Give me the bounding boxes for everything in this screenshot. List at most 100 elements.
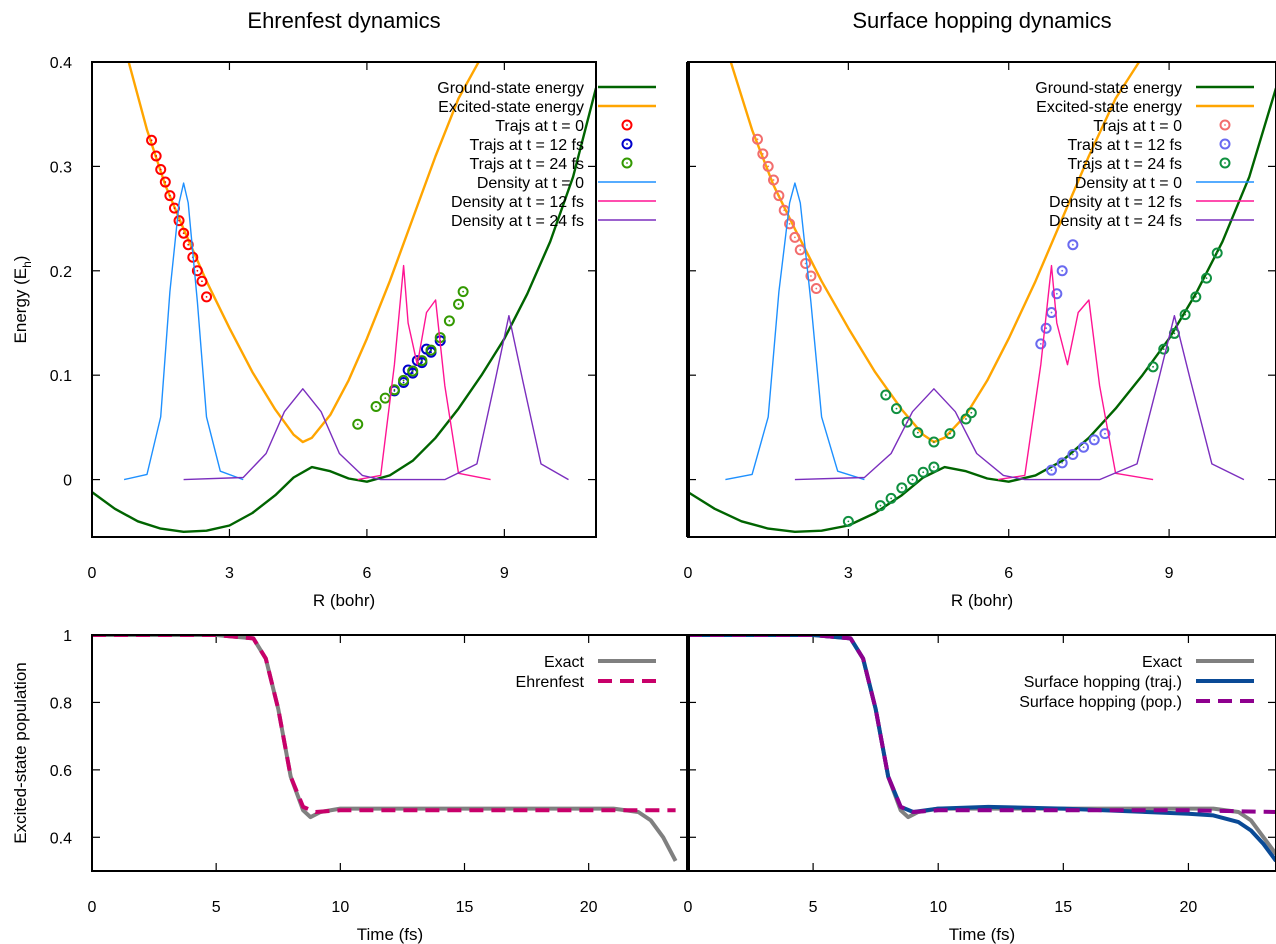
- data-point-center: [1093, 439, 1096, 441]
- x-tick-label: 6: [1004, 565, 1013, 582]
- data-point: [928, 436, 940, 448]
- legend-label: Excited-state energy: [1036, 99, 1182, 116]
- legend-marker: [621, 138, 633, 150]
- legend-marker: [1219, 157, 1231, 169]
- data-point-center: [375, 405, 377, 408]
- data-point-center: [1184, 313, 1187, 316]
- x-axis-label: R (bohr): [951, 591, 1013, 610]
- data-point-center: [916, 431, 919, 434]
- panel-ehrenfest-population: 0 5 10 15 20 0.4 0.6 0.8 1 Exact Ehrenfest Time (fs…: [11, 628, 689, 944]
- data-point-center: [788, 222, 791, 225]
- data-point-center: [761, 152, 764, 155]
- series-exact-line: [92, 635, 678, 862]
- data-point-center: [402, 381, 405, 384]
- x-tick-label: 3: [844, 565, 853, 582]
- data-point: [1035, 338, 1047, 350]
- series-trajs-at-t-12-fs: [1035, 239, 1111, 476]
- data-point-center: [965, 418, 967, 420]
- series-density-at-t-24-fs-line: [183, 315, 569, 481]
- series-density-at-t-0-line: [123, 182, 244, 481]
- data-point-center: [150, 139, 153, 142]
- data-point-center: [932, 441, 935, 443]
- data-point: [398, 374, 410, 386]
- legend-label: Density at t = 24 fs: [451, 213, 584, 230]
- legend-marker: [1219, 119, 1231, 131]
- tick-marks: [687, 61, 1276, 537]
- data-point-center: [884, 394, 887, 396]
- legend-label: Density at t = 12 fs: [451, 194, 584, 211]
- legend-marker-center: [1224, 143, 1226, 145]
- legend-marker-center: [626, 143, 628, 145]
- data-point-center: [772, 179, 775, 181]
- data-point-center: [900, 487, 903, 489]
- data-point: [457, 286, 469, 298]
- data-point: [1040, 322, 1052, 334]
- data-point: [370, 401, 382, 413]
- data-point-center: [420, 359, 423, 362]
- y-tick-label: 1: [63, 628, 72, 645]
- data-point: [917, 466, 929, 478]
- data-point-center: [187, 243, 190, 246]
- x-tick-label: 20: [580, 899, 598, 916]
- legend-label: Density at t = 12 fs: [1049, 194, 1182, 211]
- data-point: [1056, 457, 1068, 469]
- legend-label: Density at t = 0: [1075, 175, 1182, 192]
- data-point-center: [810, 275, 812, 277]
- legend-marker-center: [1224, 124, 1226, 126]
- data-point: [420, 343, 432, 355]
- plot-frame: [91, 61, 597, 538]
- data-point: [352, 418, 364, 430]
- series-surface-hopping-pop-line: [688, 635, 1276, 814]
- plot-frame: [687, 634, 1276, 872]
- x-tick-label: 15: [1054, 899, 1072, 916]
- data-point-center: [922, 471, 925, 474]
- legend-label: Ground-state energy: [1035, 80, 1182, 97]
- data-point: [1078, 441, 1090, 453]
- data-point: [1056, 265, 1068, 277]
- data-point-center: [402, 379, 405, 382]
- y-axis-label-main: Excited-state population: [11, 662, 30, 843]
- x-tick-label: 9: [1165, 565, 1174, 582]
- data-point-center: [890, 497, 893, 500]
- data-point-center: [356, 423, 359, 426]
- data-point-center: [164, 181, 167, 183]
- series-density-at-t-12-fs-line: [997, 264, 1154, 481]
- data-point: [173, 215, 185, 227]
- legend-label: Trajs at t = 12 fs: [1067, 137, 1182, 154]
- data-point-center: [911, 478, 914, 481]
- y-tick-label: 0.4: [50, 55, 72, 72]
- data-point: [751, 133, 763, 145]
- data-point-center: [1045, 327, 1048, 330]
- data-point: [965, 407, 977, 419]
- data-point: [425, 344, 437, 356]
- data-point-center: [159, 168, 162, 171]
- legend-label: Ehrenfest: [516, 674, 585, 691]
- y-axis-label-close: ): [11, 256, 30, 262]
- x-axis-label: Time (fs): [949, 925, 1015, 944]
- data-point-center: [1050, 469, 1053, 472]
- data-point: [907, 474, 919, 486]
- data-point: [1088, 434, 1100, 446]
- y-tick-label: 0.4: [50, 830, 72, 847]
- data-point: [757, 148, 769, 160]
- data-point-center: [1071, 453, 1074, 456]
- series-ehrenfest-line: [92, 635, 676, 814]
- legend-label: Density at t = 24 fs: [1049, 213, 1182, 230]
- data-point-center: [1071, 243, 1074, 246]
- legend-label: Trajs at t = 12 fs: [469, 137, 584, 154]
- data-point: [201, 291, 213, 303]
- legend-label: Excited-state energy: [438, 99, 584, 116]
- data-point-center: [462, 290, 465, 293]
- data-point: [912, 427, 924, 439]
- legend: Ground-state energy Excited-state energy T…: [1035, 80, 1254, 230]
- series-trajs-at-t-24-fs: [842, 247, 1223, 527]
- data-point-center: [1039, 342, 1042, 345]
- panel-surface-hopping-population: 0 5 10 15 20 Exact Surface hopping (traj.) Surf…: [684, 634, 1276, 944]
- y-tick-label: 0.6: [50, 763, 72, 780]
- plot-frame: [687, 61, 1276, 538]
- y-tick-label: 0: [63, 473, 72, 490]
- data-point: [155, 164, 167, 176]
- data-point: [164, 190, 176, 202]
- data-point: [191, 265, 203, 277]
